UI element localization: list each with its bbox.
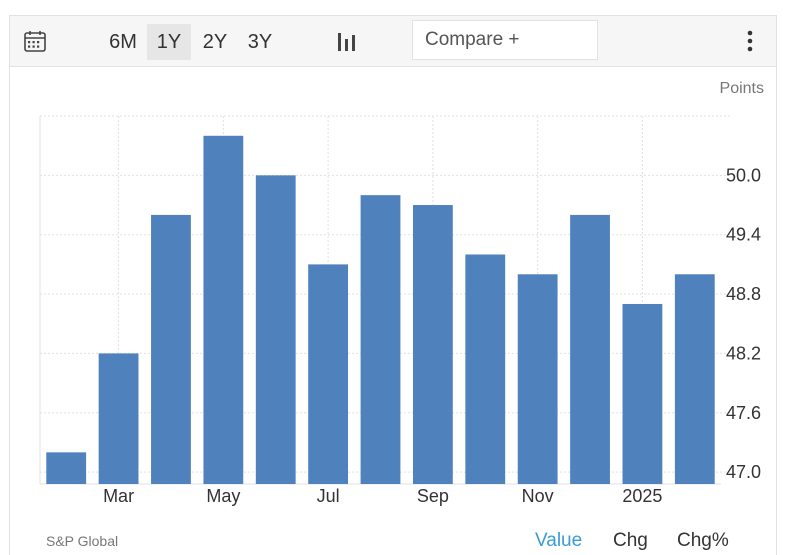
bar-chart-icon[interactable] xyxy=(336,29,358,53)
x-tick-label: May xyxy=(206,486,240,506)
bar xyxy=(570,214,610,484)
x-tick-label: Nov xyxy=(522,486,554,506)
bar xyxy=(622,303,663,484)
x-tick-label: Sep xyxy=(417,486,449,506)
x-tick-label: Jul xyxy=(317,486,340,506)
tab-chg-pct[interactable]: Chg% xyxy=(677,530,729,551)
x-tick-label: 2025 xyxy=(622,486,662,506)
bar xyxy=(151,214,191,484)
y-tick-label: 47.6 xyxy=(726,403,761,423)
source-label: S&P Global xyxy=(46,533,119,549)
tab-value[interactable]: Value xyxy=(535,530,583,551)
bar xyxy=(255,175,296,484)
range-2y[interactable]: 2Y xyxy=(202,31,228,53)
compare-input[interactable]: Compare + xyxy=(412,20,598,60)
range-1y[interactable]: 1Y xyxy=(147,24,191,60)
bar xyxy=(517,274,558,484)
y-tick-label: 48.2 xyxy=(726,343,761,363)
bar xyxy=(674,274,715,484)
bar xyxy=(98,353,139,484)
tab-chg[interactable]: Chg xyxy=(613,530,648,551)
bar xyxy=(412,205,453,484)
vertical-dots-icon[interactable] xyxy=(742,28,758,54)
range-6m[interactable]: 6M xyxy=(109,31,137,53)
calendar-icon[interactable] xyxy=(24,30,46,52)
unit-label: Points xyxy=(719,80,764,97)
chart-widget xyxy=(9,15,777,555)
bar xyxy=(360,195,401,485)
x-tick-label: Mar xyxy=(103,486,134,506)
y-tick-label: 49.4 xyxy=(726,225,761,245)
y-tick-label: 48.8 xyxy=(726,284,761,304)
bar xyxy=(308,264,349,484)
bar xyxy=(465,254,506,484)
range-3y[interactable]: 3Y xyxy=(247,31,273,53)
toolbar: 6M 1Y 2Y 3Y Compare + xyxy=(10,16,776,67)
y-tick-label: 47.0 xyxy=(726,462,761,482)
bar xyxy=(203,135,244,484)
bar xyxy=(46,452,87,484)
y-tick-label: 50.0 xyxy=(726,165,761,185)
